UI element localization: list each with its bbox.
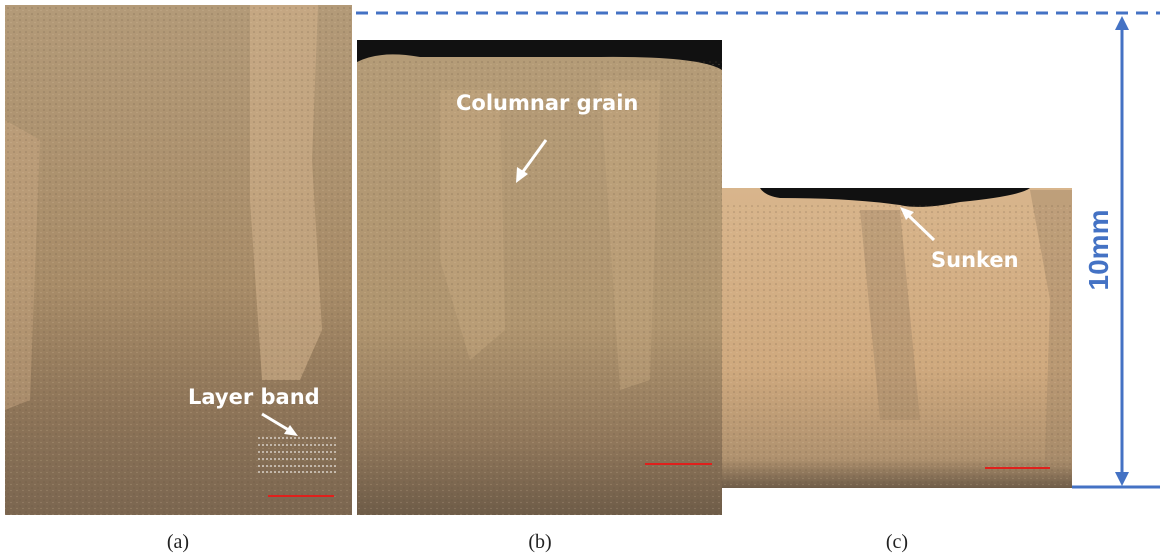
panel-a: Layer band [5, 5, 352, 515]
panel-b: Columnar grain [357, 40, 722, 515]
panel-label: (b) [528, 531, 551, 553]
figure: Layer band Columnar grain Sunken 10mm (a… [0, 0, 1160, 556]
annotation: Layer band [188, 385, 320, 409]
annotation: Sunken [931, 248, 1019, 272]
panel-c: Sunken [722, 188, 1072, 488]
annotation: Columnar grain [456, 91, 638, 115]
panel-label: (c) [886, 531, 908, 553]
height-label: 10mm [1083, 210, 1114, 291]
panel-label: (a) [167, 531, 189, 553]
